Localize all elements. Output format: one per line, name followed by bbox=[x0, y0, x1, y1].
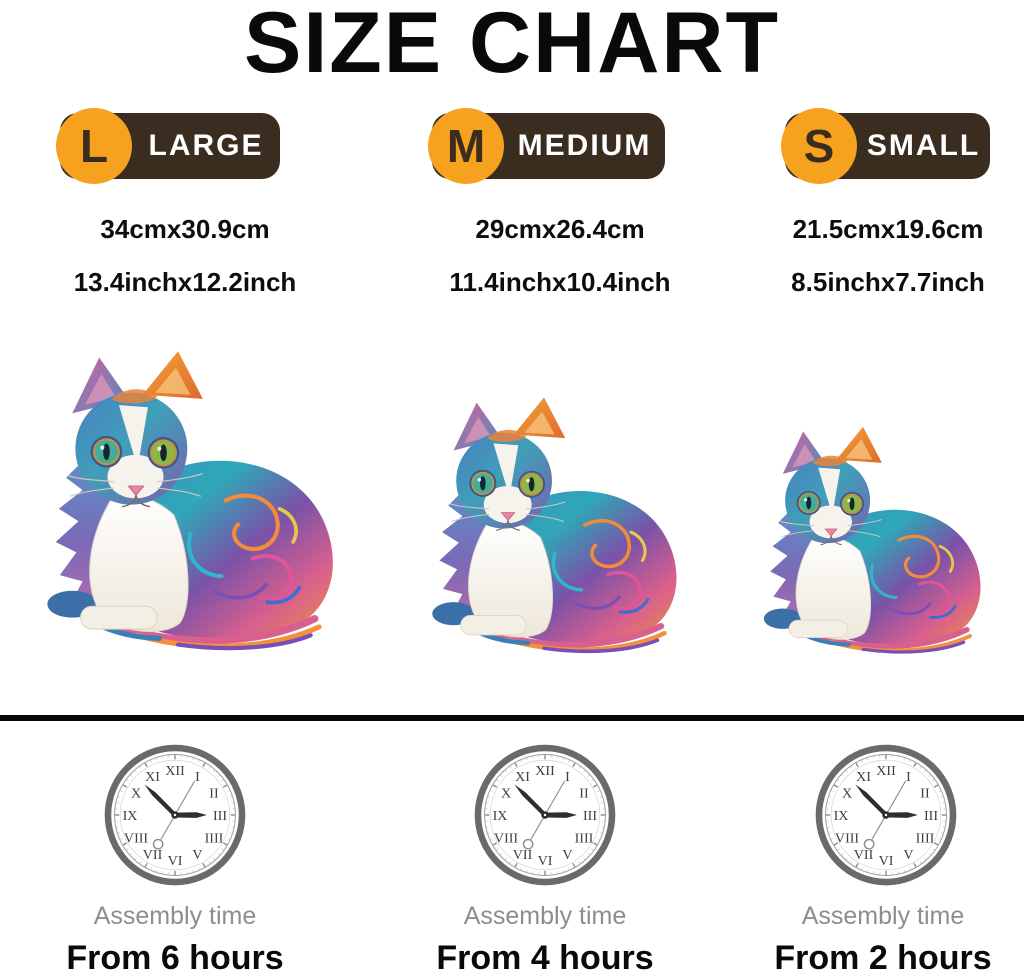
svg-text:I: I bbox=[906, 769, 911, 785]
assembly-medium-hours: From 4 hours bbox=[375, 939, 715, 978]
svg-text:VII: VII bbox=[854, 847, 874, 863]
badge-large-letter: L bbox=[80, 119, 108, 173]
divider-line bbox=[0, 715, 1024, 721]
page-title: SIZE CHART bbox=[0, 0, 1024, 93]
svg-text:XII: XII bbox=[535, 763, 555, 779]
svg-text:XII: XII bbox=[165, 763, 185, 779]
svg-text:III: III bbox=[213, 808, 227, 824]
assembly-large: Assembly time From 6 hours bbox=[5, 902, 345, 978]
svg-text:III: III bbox=[924, 808, 938, 824]
dimensions-medium: 29cmx26.4cm 11.4inchx10.4inch bbox=[390, 214, 730, 298]
assembly-small-hours: From 2 hours bbox=[713, 939, 1024, 978]
badge-small-letter: S bbox=[804, 119, 835, 173]
svg-text:V: V bbox=[562, 847, 572, 863]
cat-puzzle-illustration-small bbox=[737, 422, 989, 658]
svg-text:VII: VII bbox=[143, 847, 163, 863]
svg-text:IIII: IIII bbox=[916, 831, 935, 847]
badge-medium-letter-circle: M bbox=[428, 108, 504, 184]
dimensions-large-inch: 13.4inchx12.2inch bbox=[15, 267, 355, 298]
svg-text:X: X bbox=[501, 786, 511, 802]
badge-small: SMALL S bbox=[783, 108, 990, 184]
svg-text:XI: XI bbox=[515, 769, 530, 785]
badge-medium-letter: M bbox=[447, 119, 485, 173]
svg-text:V: V bbox=[192, 847, 202, 863]
dimensions-medium-inch: 11.4inchx10.4inch bbox=[390, 267, 730, 298]
badge-large: LARGE L bbox=[58, 108, 280, 184]
svg-text:IX: IX bbox=[493, 808, 508, 824]
assembly-large-label: Assembly time bbox=[5, 902, 345, 931]
svg-text:IIII: IIII bbox=[575, 831, 594, 847]
svg-text:VI: VI bbox=[168, 853, 183, 869]
dimensions-small-cm: 21.5cmx19.6cm bbox=[718, 214, 1024, 245]
svg-text:IX: IX bbox=[834, 808, 849, 824]
svg-text:V: V bbox=[903, 847, 913, 863]
svg-text:IIII: IIII bbox=[205, 831, 224, 847]
badge-large-letter-circle: L bbox=[56, 108, 132, 184]
svg-text:IX: IX bbox=[123, 808, 138, 824]
badge-large-label: LARGE bbox=[149, 129, 264, 163]
dimensions-small: 21.5cmx19.6cm 8.5inchx7.7inch bbox=[718, 214, 1024, 298]
svg-text:X: X bbox=[842, 786, 852, 802]
svg-text:I: I bbox=[195, 769, 200, 785]
cat-puzzle-illustration-large bbox=[12, 345, 344, 656]
svg-text:VII: VII bbox=[513, 847, 533, 863]
svg-text:XI: XI bbox=[145, 769, 160, 785]
svg-text:XI: XI bbox=[856, 769, 871, 785]
svg-text:XII: XII bbox=[876, 763, 896, 779]
svg-text:III: III bbox=[583, 808, 597, 824]
svg-text:X: X bbox=[131, 786, 141, 802]
svg-text:VIII: VIII bbox=[124, 831, 148, 847]
svg-text:VI: VI bbox=[538, 853, 553, 869]
svg-text:I: I bbox=[565, 769, 570, 785]
assembly-small-label: Assembly time bbox=[713, 902, 1024, 931]
svg-text:VIII: VIII bbox=[835, 831, 859, 847]
svg-text:II: II bbox=[579, 786, 589, 802]
svg-text:II: II bbox=[209, 786, 219, 802]
dimensions-medium-cm: 29cmx26.4cm bbox=[390, 214, 730, 245]
svg-text:II: II bbox=[920, 786, 930, 802]
badge-medium-label: MEDIUM bbox=[518, 129, 652, 163]
dimensions-large: 34cmx30.9cm 13.4inchx12.2inch bbox=[15, 214, 355, 298]
assembly-medium: Assembly time From 4 hours bbox=[375, 902, 715, 978]
dimensions-large-cm: 34cmx30.9cm bbox=[15, 214, 355, 245]
badge-small-letter-circle: S bbox=[781, 108, 857, 184]
badge-medium: MEDIUM M bbox=[430, 108, 665, 184]
dimensions-small-inch: 8.5inchx7.7inch bbox=[718, 267, 1024, 298]
svg-text:VIII: VIII bbox=[494, 831, 518, 847]
assembly-small: Assembly time From 2 hours bbox=[713, 902, 1024, 978]
svg-text:VI: VI bbox=[879, 853, 894, 869]
assembly-large-hours: From 6 hours bbox=[5, 939, 345, 978]
assembly-medium-label: Assembly time bbox=[375, 902, 715, 931]
cat-puzzle-illustration-medium bbox=[402, 392, 686, 658]
badge-small-label: SMALL bbox=[867, 129, 980, 163]
